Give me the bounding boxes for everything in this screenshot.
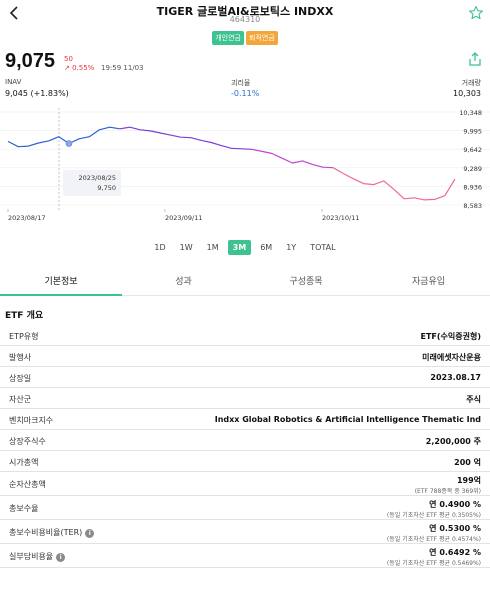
info-row-label: 시가총액 — [9, 457, 39, 467]
tab-3[interactable]: 구성종목 — [289, 277, 323, 287]
info-row-value: 연 0.6492 % — [429, 548, 481, 557]
range-button-total[interactable]: TOTAL — [310, 243, 336, 252]
info-row: 총보수율 연 0.4900 % (동일 기초자산 ETF 평균 0.3505%) — [0, 496, 490, 520]
x-tick-label: 2023/10/11 — [322, 214, 359, 222]
info-row-value: ETF(수익증권형) — [420, 331, 482, 341]
info-row: 실부담비용율 i 연 0.6492 % (동일 기초자산 ETF 평균 0.5469%… — [0, 544, 490, 568]
range-button-1y[interactable]: 1Y — [286, 243, 297, 252]
inav-label: INAV — [5, 78, 22, 86]
info-row: 자산군 주식 — [0, 388, 490, 409]
price-series-0 — [7, 126, 120, 148]
change-value: 50 — [64, 55, 73, 63]
range-button-1d[interactable]: 1D — [154, 243, 166, 252]
y-tick-label: 8,583 — [463, 202, 482, 210]
price-chart[interactable]: 10,348 9,995 9,642 9,289 8,936 8,583 2023/08/2… — [0, 100, 490, 230]
hover-point — [65, 140, 73, 147]
quote-timestamp: 19:59 11/03 — [101, 64, 144, 72]
price-series-3 — [332, 167, 456, 201]
info-row-value: 주식 — [466, 394, 481, 404]
favorite-star-icon[interactable] — [468, 5, 484, 21]
info-row-label: 상장주식수 — [9, 436, 46, 446]
tooltip-value: 9,750 — [97, 184, 116, 192]
info-row: ETP유형 ETF(수익증권형) — [0, 325, 490, 346]
info-row-subtext: (동일 기초자산 ETF 평균 0.4574%) — [386, 536, 481, 543]
volume-label: 거래량 — [461, 79, 481, 87]
info-row: 상장일 2023.08.17 — [0, 367, 490, 388]
tab-bar: 기본정보 성과 구성종목 자금유입 — [0, 268, 490, 296]
range-button-1m[interactable]: 1M — [206, 243, 219, 252]
personal-pension-badge: 개인연금 — [212, 31, 244, 45]
info-row-label: 발행사 — [9, 352, 32, 362]
tab-4[interactable]: 자금유입 — [411, 277, 446, 287]
info-row-subtext: (동일 기초자산 ETF 평균 0.5469%) — [386, 560, 481, 567]
tooltip-box — [63, 170, 121, 196]
header: TIGER 글로벌AI&로보틱스 INDXX 464310 개인연금 퇴직연금 — [0, 0, 490, 50]
info-row: 총보수비용비율(TER) i 연 0.5300 % (동일 기초자산 ETF 평균 0… — [0, 520, 490, 544]
info-row-value: Indxx Global Robotics & Artificial Intel… — [214, 414, 481, 424]
pension-badges: 개인연금 퇴직연금 — [0, 31, 490, 45]
y-tick-label: 10,348 — [459, 109, 482, 117]
info-row-label: 총보수비용비율(TER) i — [9, 527, 95, 538]
info-row-label: 벤치마크지수 — [9, 415, 54, 425]
ticker-code: 464310 — [229, 15, 261, 24]
inav-value: 9,045 (+1.83%) — [5, 89, 69, 98]
info-row-label: ETP유형 — [9, 331, 39, 341]
info-row-subtext: (ETF 788종목 중 369위) — [414, 488, 481, 495]
info-icon[interactable]: i — [56, 553, 66, 562]
y-tick-label: 8,936 — [463, 183, 482, 191]
x-tick-label: 2023/08/17 — [8, 214, 45, 222]
info-row-value: 2023.08.17 — [430, 372, 481, 382]
info-row: 벤치마크지수 Indxx Global Robotics & Artificial… — [0, 409, 490, 430]
x-tick-label: 2023/09/11 — [165, 214, 202, 222]
info-row-label: 실부담비용율 i — [9, 551, 66, 562]
change-percent: ↗ 0.55% — [64, 64, 95, 72]
info-row-value: 2,200,000 주 — [425, 436, 481, 446]
y-tick-label: 9,289 — [463, 165, 482, 173]
tab-1[interactable]: 기본정보 — [0, 268, 122, 296]
info-row: 발행사 미래에셋자산운용 — [0, 346, 490, 367]
info-row: 시가총액 200 억 — [0, 451, 490, 472]
disparity-value: -0.11% — [231, 89, 260, 98]
info-row-label: 상장일 — [9, 373, 32, 383]
tooltip-date: 2023/08/25 — [79, 174, 116, 182]
info-row-value: 미래에셋자산운용 — [422, 352, 481, 362]
price-series-2 — [251, 148, 334, 169]
info-row-value: 199억 — [456, 476, 481, 485]
retirement-pension-badge: 퇴직연금 — [246, 31, 278, 45]
info-row-value: 200 억 — [454, 457, 481, 467]
volume-value: 10,303 — [453, 89, 481, 98]
current-price: 9,075 — [5, 50, 56, 72]
range-button-6m[interactable]: 6M — [260, 243, 273, 252]
page-title: TIGER 글로벌AI&로보틱스 INDXX — [156, 5, 334, 18]
y-tick-label: 9,642 — [463, 146, 482, 154]
back-chevron-icon[interactable] — [6, 4, 24, 22]
share-icon[interactable] — [468, 52, 482, 66]
range-button-3m[interactable]: 3M — [227, 240, 252, 255]
range-button-1w[interactable]: 1W — [179, 243, 193, 252]
info-row: 상장주식수 2,200,000 주 — [0, 430, 490, 451]
section-title: ETF 개요 — [5, 311, 44, 321]
disparity-label: 괴리율 — [231, 79, 251, 87]
y-tick-label: 9,995 — [463, 128, 482, 136]
info-row-label: 총보수율 — [9, 504, 39, 513]
info-row-subtext: (동일 기초자산 ETF 평균 0.3505%) — [386, 512, 481, 519]
info-row-label: 순자산총액 — [9, 480, 46, 489]
info-icon[interactable]: i — [85, 529, 95, 538]
price-series-1 — [119, 126, 252, 150]
tab-2[interactable]: 성과 — [175, 277, 192, 287]
range-selector: 1D 1W 1M 3M 6M 1Y TOTAL — [0, 240, 490, 255]
info-row-label: 자산군 — [9, 394, 32, 404]
info-row: 순자산총액 199억 (ETF 788종목 중 369위) — [0, 472, 490, 496]
info-row-value: 연 0.4900 % — [429, 500, 481, 509]
info-row-value: 연 0.5300 % — [429, 524, 481, 533]
